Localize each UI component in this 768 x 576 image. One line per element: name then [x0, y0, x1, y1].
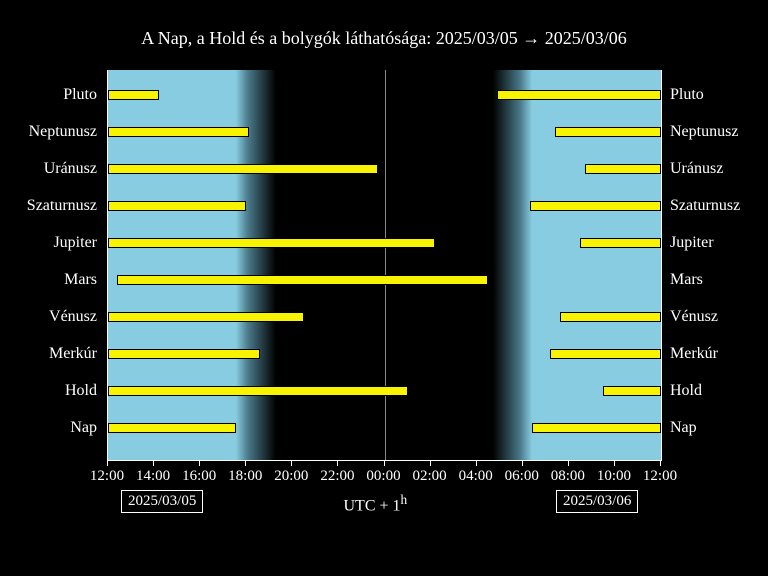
- x-tick-label: 14:00: [136, 468, 170, 485]
- visibility-bar: [108, 349, 260, 359]
- visibility-bar: [532, 423, 661, 433]
- x-tick: [245, 460, 246, 466]
- body-label-left: Jupiter: [0, 234, 97, 252]
- visibility-bar: [555, 127, 661, 137]
- x-tick: [568, 460, 569, 466]
- plot-area: [107, 70, 662, 461]
- x-tick-label: 08:00: [551, 468, 585, 485]
- body-label-right: Vénusz: [670, 308, 718, 326]
- twilight-right: [493, 70, 532, 460]
- x-tick-label: 18:00: [228, 468, 262, 485]
- visibility-bar: [560, 312, 661, 322]
- visibility-bar: [117, 275, 488, 285]
- body-label-right: Hold: [670, 382, 702, 400]
- x-tick-label: 06:00: [505, 468, 539, 485]
- visibility-bar: [603, 386, 661, 396]
- x-tick: [660, 460, 661, 466]
- x-tick-label: 10:00: [597, 468, 631, 485]
- visibility-bar: [108, 238, 435, 248]
- visibility-bar: [550, 349, 661, 359]
- x-tick-label: 12:00: [643, 468, 677, 485]
- body-label-right: Mars: [670, 271, 703, 289]
- body-label-right: Neptunusz: [670, 123, 738, 141]
- x-tick: [476, 460, 477, 466]
- x-tick-label: 20:00: [274, 468, 308, 485]
- visibility-bar: [108, 164, 378, 174]
- body-label-right: Szaturnusz: [670, 197, 740, 215]
- x-tick: [430, 460, 431, 466]
- x-tick-label: 16:00: [182, 468, 216, 485]
- body-label-right: Uránusz: [670, 160, 723, 178]
- visibility-bar: [108, 386, 408, 396]
- x-tick: [384, 460, 385, 466]
- visibility-bar: [108, 312, 304, 322]
- body-label-left: Mars: [0, 271, 97, 289]
- x-tick: [199, 460, 200, 466]
- body-label-right: Jupiter: [670, 234, 714, 252]
- body-label-left: Nap: [0, 419, 97, 437]
- body-label-left: Neptunusz: [0, 123, 97, 141]
- x-tick: [291, 460, 292, 466]
- body-label-left: Vénusz: [0, 308, 97, 326]
- midnight-line: [385, 70, 386, 460]
- x-tick: [614, 460, 615, 466]
- chart-title: A Nap, a Hold és a bolygók láthatósága: …: [0, 28, 768, 49]
- body-label-right: Nap: [670, 419, 697, 437]
- x-tick-label: 04:00: [459, 468, 493, 485]
- x-tick-label: 22:00: [320, 468, 354, 485]
- date-left-box: 2025/03/05: [121, 490, 203, 513]
- x-tick: [107, 460, 108, 466]
- visibility-bar: [108, 423, 236, 433]
- visibility-bar: [530, 201, 661, 211]
- date-right-box: 2025/03/06: [556, 490, 638, 513]
- x-tick-label: 00:00: [366, 468, 400, 485]
- visibility-bar: [580, 238, 661, 248]
- body-label-right: Merkúr: [670, 345, 718, 363]
- visibility-bar: [108, 201, 246, 211]
- visibility-bar: [585, 164, 661, 174]
- x-tick-label: 02:00: [412, 468, 446, 485]
- body-label-left: Merkúr: [0, 345, 97, 363]
- x-tick: [337, 460, 338, 466]
- body-label-left: Uránusz: [0, 160, 97, 178]
- body-label-left: Hold: [0, 382, 97, 400]
- chart-container: A Nap, a Hold és a bolygók láthatósága: …: [0, 0, 768, 576]
- timezone-label: UTC + 1h: [344, 492, 408, 515]
- body-label-right: Pluto: [670, 86, 704, 104]
- visibility-bar: [497, 90, 661, 100]
- x-tick-label: 12:00: [90, 468, 124, 485]
- body-label-left: Szaturnusz: [0, 197, 97, 215]
- visibility-bar: [108, 90, 159, 100]
- visibility-bar: [108, 127, 249, 137]
- body-label-left: Pluto: [0, 86, 97, 104]
- x-tick: [522, 460, 523, 466]
- x-tick: [153, 460, 154, 466]
